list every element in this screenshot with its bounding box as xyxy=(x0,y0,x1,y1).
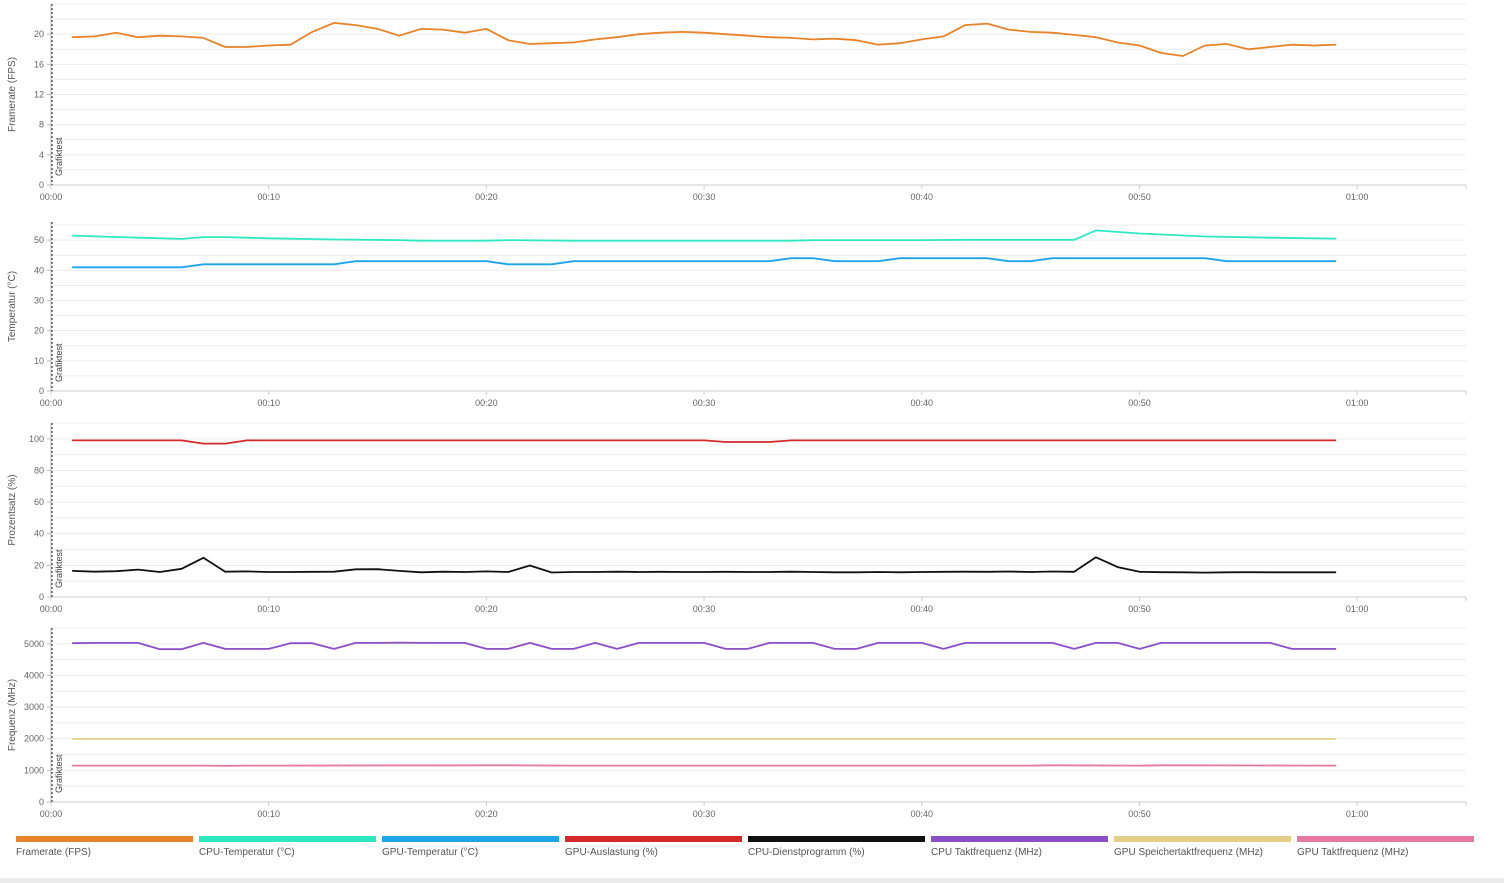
x-tick-label: 00:30 xyxy=(693,398,716,408)
legend-swatch xyxy=(382,836,559,842)
x-tick-label: 00:50 xyxy=(1128,809,1151,819)
legend-swatch xyxy=(1114,836,1291,842)
legend-label: Framerate (FPS) xyxy=(16,847,92,858)
y-tick-label: 0 xyxy=(39,386,44,396)
chart-panel-2: 0 10 20 30 40 50 00:00 00:10 00:20 00:30 00:40 00:5… xyxy=(7,222,1467,408)
y-axis-label: Framerate (FPS) xyxy=(7,57,18,132)
legend-label: GPU-Auslastung (%) xyxy=(565,847,658,858)
y-tick-label: 10 xyxy=(34,356,44,366)
series-line-4-3 xyxy=(71,764,1337,767)
y-tick-label: 1000 xyxy=(24,765,44,775)
x-tick-label: 00:00 xyxy=(40,604,63,614)
y-tick-label: 8 xyxy=(39,120,44,130)
y-tick-label: 100 xyxy=(29,434,44,444)
event-marker-label: Grafiktest xyxy=(54,137,64,176)
y-axis-label: Temperatur (°C) xyxy=(7,271,18,342)
horizontal-scrollbar[interactable] xyxy=(0,878,1504,883)
x-tick-label: 00:20 xyxy=(475,604,498,614)
y-tick-label: 40 xyxy=(34,265,44,275)
y-tick-label: 12 xyxy=(34,90,44,100)
y-tick-label: 2000 xyxy=(24,734,44,744)
legend: Framerate (FPS) CPU-Temperatur (°C) GPU-Te… xyxy=(14,836,1478,866)
legend-item[interactable]: GPU Taktfrequenz (MHz) xyxy=(1295,836,1478,866)
x-tick-label: 00:10 xyxy=(257,604,280,614)
x-tick-label: 00:30 xyxy=(693,809,716,819)
x-tick-label: 00:50 xyxy=(1128,604,1151,614)
legend-item[interactable]: CPU-Dienstprogramm (%) xyxy=(746,836,929,866)
x-tick-label: 00:20 xyxy=(475,809,498,819)
legend-swatch xyxy=(1297,836,1474,842)
legend-item[interactable]: GPU-Auslastung (%) xyxy=(563,836,746,866)
x-tick-label: 01:00 xyxy=(1346,192,1369,202)
y-tick-label: 60 xyxy=(34,497,44,507)
x-tick-label: 00:00 xyxy=(40,398,63,408)
legend-label: GPU Taktfrequenz (MHz) xyxy=(1297,847,1409,858)
y-axis-label: Frequenz (MHz) xyxy=(7,679,18,751)
legend-swatch xyxy=(199,836,376,842)
event-marker-label: Grafiktest xyxy=(54,549,64,588)
y-tick-label: 4 xyxy=(39,150,44,160)
legend-item[interactable]: CPU Taktfrequenz (MHz) xyxy=(929,836,1112,866)
x-tick-label: 00:40 xyxy=(911,809,934,819)
y-tick-label: 20 xyxy=(34,326,44,336)
legend-swatch xyxy=(748,836,925,842)
event-marker-label: Grafiktest xyxy=(54,754,64,793)
y-tick-label: 0 xyxy=(39,797,44,807)
x-tick-label: 00:40 xyxy=(911,192,934,202)
x-tick-label: 00:10 xyxy=(257,192,280,202)
legend-label: CPU Taktfrequenz (MHz) xyxy=(931,847,1042,858)
x-tick-label: 00:50 xyxy=(1128,192,1151,202)
chart-panel-4: 0 1000 2000 3000 4000 5000 00:00 00:10 00:20 00:3… xyxy=(7,627,1467,819)
legend-label: CPU-Temperatur (°C) xyxy=(199,847,295,858)
y-tick-label: 0 xyxy=(39,592,44,602)
x-tick-label: 00:10 xyxy=(257,809,280,819)
legend-item[interactable]: Framerate (FPS) xyxy=(14,836,197,866)
y-tick-label: 20 xyxy=(34,29,44,39)
y-tick-label: 40 xyxy=(34,529,44,539)
y-tick-label: 50 xyxy=(34,235,44,245)
legend-label: CPU-Dienstprogramm (%) xyxy=(748,847,865,858)
x-tick-label: 00:40 xyxy=(911,398,934,408)
legend-label: GPU Speichertaktfrequenz (MHz) xyxy=(1114,847,1263,858)
x-tick-label: 00:40 xyxy=(911,604,934,614)
y-axis-label: Prozentsatz (%) xyxy=(7,474,18,545)
x-tick-label: 01:00 xyxy=(1346,398,1369,408)
legend-item[interactable]: GPU-Temperatur (°C) xyxy=(380,836,563,866)
y-tick-label: 80 xyxy=(34,465,44,475)
event-marker-label: Grafiktest xyxy=(54,343,64,382)
y-tick-label: 20 xyxy=(34,560,44,570)
x-tick-label: 00:20 xyxy=(475,398,498,408)
x-tick-label: 00:00 xyxy=(40,192,63,202)
series-line-2-1 xyxy=(71,229,1337,242)
x-tick-label: 00:10 xyxy=(257,398,280,408)
x-tick-label: 01:00 xyxy=(1346,604,1369,614)
y-tick-label: 16 xyxy=(34,59,44,69)
x-tick-label: 00:30 xyxy=(693,604,716,614)
legend-swatch xyxy=(931,836,1108,842)
chart-panel-1: 0 4 8 12 16 20 00:00 00:10 00:20 00:30 00:40 00:50 0… xyxy=(7,3,1467,202)
x-tick-label: 01:00 xyxy=(1346,809,1369,819)
legend-swatch xyxy=(565,836,742,842)
legend-item[interactable]: CPU-Temperatur (°C) xyxy=(197,836,380,866)
x-tick-label: 00:20 xyxy=(475,192,498,202)
legend-item[interactable]: GPU Speichertaktfrequenz (MHz) xyxy=(1112,836,1295,866)
y-tick-label: 30 xyxy=(34,295,44,305)
series-line-3-2 xyxy=(71,556,1337,574)
series-line-4-1 xyxy=(71,641,1337,651)
y-tick-label: 3000 xyxy=(24,702,44,712)
x-tick-label: 00:30 xyxy=(693,192,716,202)
series-line-2-2 xyxy=(71,257,1337,269)
y-tick-label: 0 xyxy=(39,180,44,190)
x-tick-label: 00:00 xyxy=(40,809,63,819)
legend-label: GPU-Temperatur (°C) xyxy=(382,847,479,858)
legend-swatch xyxy=(16,836,193,842)
chart-panel-3: 0 20 40 60 80 100 00:00 00:10 00:20 00:30 00:40 00:… xyxy=(7,422,1467,614)
series-line-3-1 xyxy=(71,439,1337,445)
series-line-1-1 xyxy=(71,21,1337,57)
x-tick-label: 00:50 xyxy=(1128,398,1151,408)
y-tick-label: 4000 xyxy=(24,670,44,680)
y-tick-label: 5000 xyxy=(24,639,44,649)
